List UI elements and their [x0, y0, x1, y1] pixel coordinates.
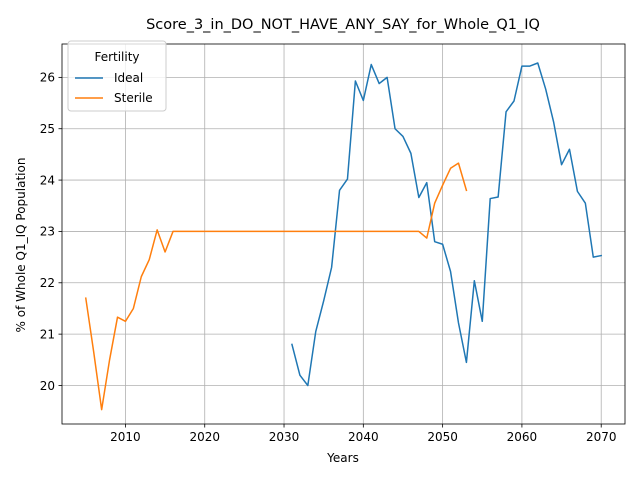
axis-ticks: 2010 2020 2030 2040 2050 2060 2070 20 21 22 23 24 25…: [40, 71, 617, 444]
x-axis-label: Years: [326, 451, 359, 465]
y-tick-label: 22: [40, 276, 55, 290]
grid: [62, 44, 625, 424]
y-tick-label: 23: [40, 225, 55, 239]
legend-label-sterile: Sterile: [114, 91, 153, 105]
legend-label-ideal: Ideal: [114, 71, 143, 85]
x-tick-label: 2040: [348, 430, 379, 444]
x-tick-label: 2070: [586, 430, 617, 444]
y-tick-label: 24: [40, 173, 55, 187]
series-line-sterile: [84, 162, 468, 411]
y-tick-label: 25: [40, 122, 55, 136]
plot-frame: [61, 43, 626, 425]
x-tick-label: 2030: [269, 430, 300, 444]
legend-title: Fertility: [94, 50, 139, 64]
series-line-ideal: [291, 62, 603, 387]
legend-box: [67, 40, 167, 112]
x-tick-label: 2020: [189, 430, 220, 444]
y-axis-label: % of Whole Q1_IQ Population: [14, 158, 28, 333]
legend: Fertility Ideal Sterile: [67, 40, 167, 112]
x-tick-label: 2050: [427, 430, 458, 444]
y-tick-label: 21: [40, 327, 55, 341]
x-tick-label: 2010: [110, 430, 141, 444]
chart-title: Score_3_in_DO_NOT_HAVE_ANY_SAY_for_Whole…: [146, 17, 540, 33]
series-lines: [84, 62, 603, 411]
x-tick-label: 2060: [507, 430, 538, 444]
y-tick-label: 20: [40, 379, 55, 393]
y-tick-label: 26: [40, 71, 55, 85]
